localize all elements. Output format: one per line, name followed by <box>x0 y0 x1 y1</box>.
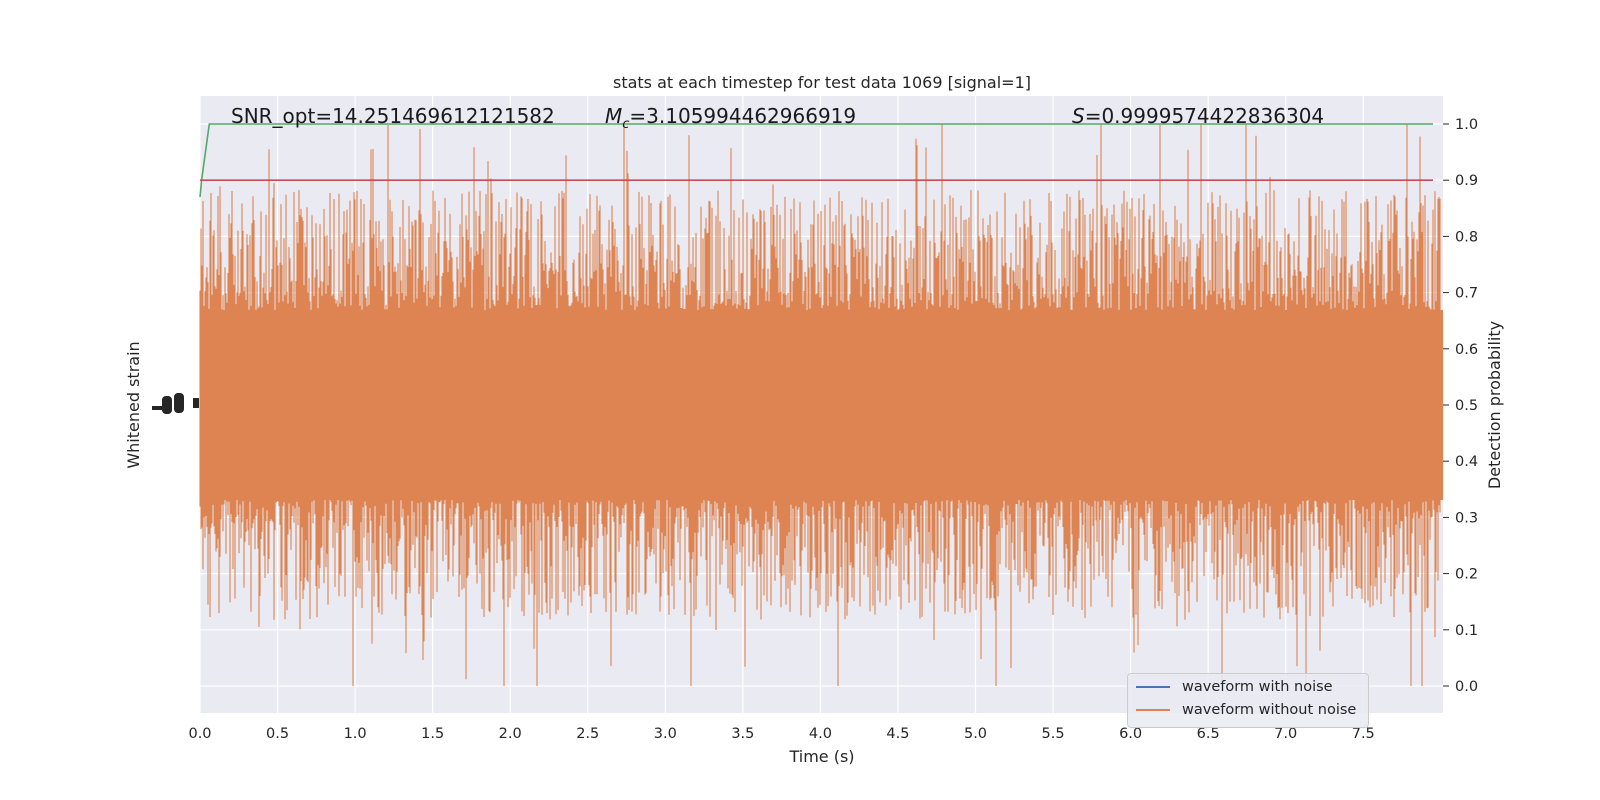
chart-title: stats at each timestep for test data 106… <box>613 73 1031 92</box>
right-y-axis-label: Detection probability <box>1485 321 1504 489</box>
x-axis-ticks: 0.0 0.5 1.0 1.5 2.0 2.5 3.0 3.5 4.0 4.5 5.0 5.5 6.0 6… <box>188 726 1374 742</box>
x-tick-label: 1.0 <box>344 726 367 742</box>
x-tick-label: 5.5 <box>1042 726 1065 742</box>
x-axis-label: Time (s) <box>788 747 854 766</box>
legend-label-clean: waveform without noise <box>1182 702 1357 718</box>
y-axis-ticks: 0.0 0.1 0.2 0.3 0.4 0.5 0.6 0.7 0.8 0.9 1.0 <box>1443 117 1478 695</box>
x-tick-label: 4.5 <box>886 726 909 742</box>
x-tick-label: 3.0 <box>654 726 677 742</box>
y-tick-label: 0.6 <box>1455 342 1478 358</box>
legend-item-clean: waveform without noise <box>1136 700 1356 720</box>
y-tick-label: 0.5 <box>1455 398 1478 414</box>
x-tick-label: 6.0 <box>1119 726 1142 742</box>
waveform-without-noise-trace <box>199 124 1441 686</box>
y-tick-label: 1.0 <box>1455 117 1478 133</box>
mc-annotation: Mc=3.105994462966919 <box>605 104 856 132</box>
x-tick-label: 2.0 <box>499 726 522 742</box>
legend-label-noise: waveform with noise <box>1182 679 1333 695</box>
y-tick-label: 0.8 <box>1455 229 1478 245</box>
x-tick-label: 1.5 <box>421 726 444 742</box>
legend-swatch-clean <box>1136 709 1170 711</box>
x-tick-label: 5.0 <box>964 726 987 742</box>
x-tick-label: 0.0 <box>188 726 211 742</box>
x-tick-label: 7.0 <box>1274 726 1297 742</box>
y-tick-label: 0.1 <box>1455 623 1478 639</box>
legend-item-noise: waveform with noise <box>1136 677 1333 697</box>
detection-probability-line <box>199 123 1433 198</box>
x-tick-label: 0.5 <box>266 726 289 742</box>
x-tick-label: 2.5 <box>576 726 599 742</box>
y-tick-label: 0.7 <box>1455 286 1478 302</box>
mc-value: =3.105994462966919 <box>629 104 856 128</box>
y-tick-label: 0.9 <box>1455 173 1478 189</box>
legend-swatch-noise <box>1136 686 1170 688</box>
legend: waveform with noise waveform without noi… <box>1127 673 1369 728</box>
snr-annotation: SNR_opt=14.251469612121582 <box>231 104 555 128</box>
left-axis-clutter <box>152 393 199 414</box>
x-tick-label: 7.5 <box>1352 726 1375 742</box>
y-tick-label: 0.2 <box>1455 567 1478 583</box>
mc-subscript: c <box>622 117 629 132</box>
s-value: =0.9999574422836304 <box>1085 104 1324 128</box>
x-tick-label: 3.5 <box>731 726 754 742</box>
y-tick-label: 0.3 <box>1455 510 1478 526</box>
left-y-axis-label: Whitened strain <box>124 341 143 468</box>
s-symbol: S <box>1072 104 1085 128</box>
waveform-layer <box>199 124 1443 686</box>
s-annotation: S=0.9999574422836304 <box>1072 104 1324 128</box>
y-tick-label: 0.0 <box>1455 679 1478 695</box>
x-tick-label: 4.0 <box>809 726 832 742</box>
probability-layer <box>199 123 1433 198</box>
mc-symbol: M <box>605 104 622 128</box>
y-tick-label: 0.4 <box>1455 454 1478 470</box>
x-tick-label: 6.5 <box>1197 726 1220 742</box>
